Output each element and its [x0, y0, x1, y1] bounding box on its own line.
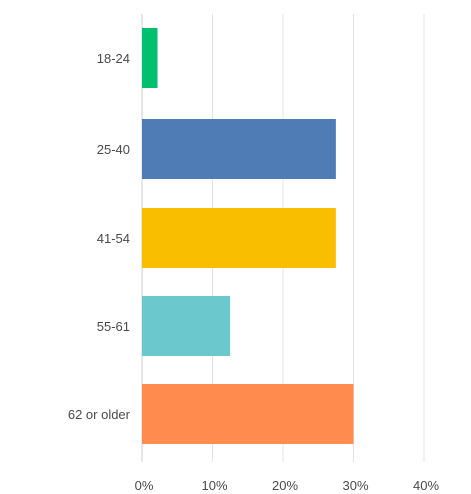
bar-41-54	[142, 208, 336, 268]
x-tick-label: 20%	[272, 478, 298, 493]
category-labels: 18-24 25-40 41-54 55-61 62 or older	[68, 51, 131, 422]
x-tick-label: 0%	[135, 478, 154, 493]
bar-55-61	[142, 296, 230, 356]
bar-62-or-older	[142, 384, 354, 444]
bar-25-40	[142, 119, 336, 179]
x-tick-label: 10%	[201, 478, 227, 493]
x-tick-label: 30%	[342, 478, 368, 493]
category-label: 41-54	[97, 231, 130, 246]
x-tick-label: 40%	[413, 478, 439, 493]
category-label: 62 or older	[68, 407, 131, 422]
x-axis-ticks: 0% 10% 20% 30% 40%	[135, 478, 440, 493]
bar-18-24	[142, 28, 158, 88]
category-label: 55-61	[97, 319, 130, 334]
category-label: 18-24	[97, 51, 130, 66]
category-label: 25-40	[97, 142, 130, 157]
bars	[142, 28, 354, 444]
